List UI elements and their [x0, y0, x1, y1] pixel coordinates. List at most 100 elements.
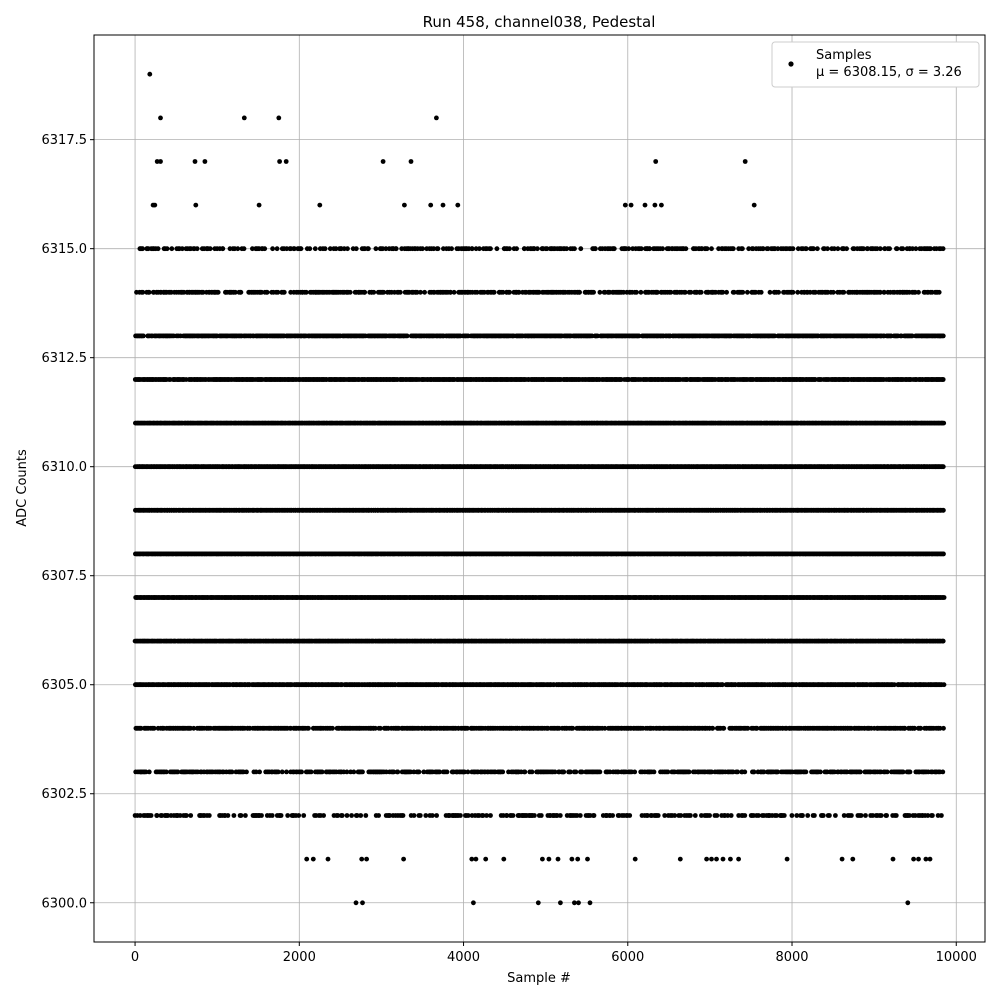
sample-point: [579, 769, 585, 775]
sample-point: [429, 813, 435, 818]
sample-point: [833, 813, 838, 818]
sample-point: [462, 769, 467, 775]
sample-point: [177, 813, 183, 818]
sample-point: [275, 769, 281, 775]
sample-point: [742, 813, 748, 818]
sample-point: [800, 813, 805, 818]
sample-point: [939, 813, 944, 818]
sample-point: [458, 813, 463, 818]
sample-point: [884, 769, 890, 775]
sample-point: [417, 813, 423, 818]
sample-point: [306, 725, 311, 731]
sample-point: [225, 813, 231, 818]
sample-point: [751, 769, 757, 775]
sample-point: [484, 813, 489, 818]
sample-point: [651, 769, 657, 775]
sample-point: [912, 725, 917, 731]
sample-point: [570, 725, 576, 731]
sample-point: [335, 813, 341, 818]
sample-point: [827, 813, 832, 818]
sample-point: [138, 725, 144, 731]
sample-point: [597, 769, 603, 775]
sample-point: [154, 813, 160, 818]
sample-point: [735, 769, 740, 775]
sample-point: [238, 813, 244, 818]
sample-point: [358, 813, 364, 818]
sample-point: [557, 813, 563, 818]
sample-point: [878, 813, 884, 818]
sample-point: [163, 769, 169, 775]
sample-point: [151, 725, 157, 731]
sample-point: [465, 769, 471, 775]
sample-point: [278, 813, 284, 818]
sample-point: [692, 813, 698, 818]
sample-point: [940, 769, 946, 775]
sample-point: [143, 769, 149, 775]
sample-point: [709, 769, 714, 775]
sample-point: [818, 769, 823, 775]
sample-point: [351, 769, 357, 775]
sample-point: [206, 813, 212, 818]
sample-point: [411, 813, 417, 818]
sample-point: [775, 769, 781, 775]
sample-point: [378, 725, 383, 731]
sample-point: [231, 813, 237, 818]
sample-point: [363, 813, 369, 818]
sample-point: [721, 725, 727, 731]
sample-point: [627, 813, 633, 818]
sample-point: [820, 813, 826, 818]
sample-point: [940, 638, 946, 644]
sample-point: [373, 725, 378, 731]
sample-point: [259, 813, 264, 818]
sample-point: [645, 813, 650, 818]
sample-point: [437, 769, 442, 775]
sample-point: [591, 813, 597, 818]
sample-point: [686, 769, 692, 775]
sample-point: [794, 813, 800, 818]
sample-point: [858, 769, 863, 775]
sample-point: [858, 813, 864, 818]
sample-point: [812, 813, 817, 818]
sample-point: [552, 769, 558, 775]
sample-point: [907, 769, 913, 775]
sample-point: [672, 813, 678, 818]
sample-point: [918, 725, 924, 731]
sample-point: [175, 769, 181, 775]
sample-point: [299, 769, 304, 775]
sample-point: [805, 813, 811, 818]
sample-point: [602, 725, 608, 731]
sample-point: [610, 813, 615, 818]
sample-point: [863, 813, 868, 818]
sample-point: [480, 813, 486, 818]
sample-point: [510, 813, 516, 818]
sample-point: [902, 725, 908, 731]
sample-point: [465, 813, 471, 818]
data-points: [132, 71, 947, 906]
sample-point: [354, 813, 360, 818]
sample-point: [532, 813, 537, 818]
sample-point: [257, 769, 262, 775]
sample-point: [615, 769, 621, 775]
sample-point: [423, 813, 429, 818]
sample-point: [146, 769, 152, 775]
sample-point: [907, 813, 912, 818]
sample-point: [941, 682, 947, 688]
sample-point: [488, 813, 493, 818]
sample-point: [529, 769, 535, 775]
sample-point: [344, 813, 350, 818]
sample-point: [688, 813, 693, 818]
sample-point: [244, 769, 249, 775]
sample-point: [321, 813, 326, 818]
sample-point: [395, 769, 401, 775]
sample-point: [191, 725, 197, 731]
sample-point: [391, 769, 397, 775]
sample-point: [678, 813, 684, 818]
sample-point: [188, 813, 194, 818]
sample-point: [632, 769, 638, 775]
sample-point: [568, 769, 573, 775]
sample-point: [538, 813, 544, 818]
sample-point: [714, 813, 720, 818]
sample-point: [165, 813, 171, 818]
sample-point: [849, 813, 854, 818]
